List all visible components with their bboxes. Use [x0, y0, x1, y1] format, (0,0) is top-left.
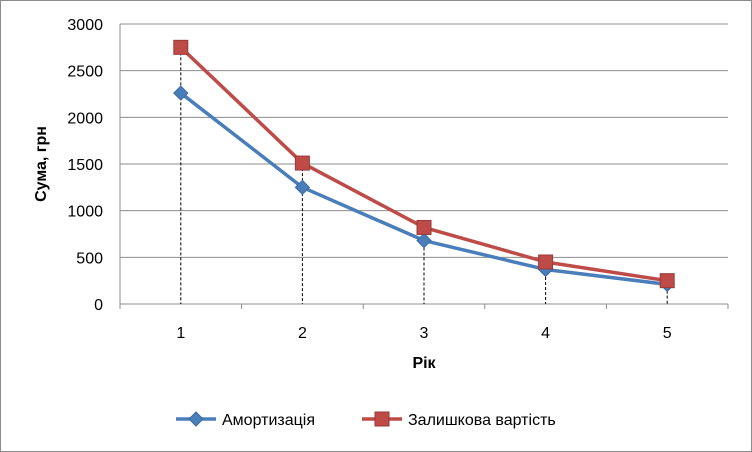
series-1 [173, 85, 675, 293]
x-tick-label: 1 [176, 325, 185, 342]
legend-item: Залишкова вартість [362, 411, 556, 429]
series-marker-square [173, 39, 189, 55]
y-tick-label: 2500 [67, 64, 103, 81]
series-marker-square [416, 219, 432, 235]
y-axis-ticks: 0 500 1000 1500 2000 2500 3000 [67, 17, 103, 314]
legend-label: Амортизація [222, 412, 315, 429]
legend-label: Залишкова вартість [408, 412, 556, 429]
y-axis-title: Сума, грн [33, 126, 50, 202]
x-tick-label: 3 [420, 325, 429, 342]
drop-lines [180, 47, 668, 304]
x-tick-label: 2 [298, 325, 307, 342]
series-2 [173, 39, 675, 289]
legend-item: Амортизація [176, 411, 315, 429]
y-tick-label: 500 [76, 250, 103, 267]
y-tick-label: 1500 [67, 157, 103, 174]
y-tick-label: 2000 [67, 110, 103, 127]
gridlines [119, 23, 728, 305]
x-tick-label: 4 [541, 325, 550, 342]
x-axis-ticks: 1 2 3 4 5 [119, 304, 729, 342]
y-tick-label: 0 [94, 297, 103, 314]
series-marker-square [538, 254, 554, 270]
series-marker-diamond [173, 85, 189, 101]
series-marker-diamond [188, 411, 204, 427]
legend: Амортизація Залишкова вартість [176, 411, 556, 429]
series-marker-diamond [416, 232, 432, 249]
y-tick-label: 3000 [67, 17, 103, 34]
x-axis-title: Рік [412, 355, 436, 372]
series-marker-square [294, 155, 310, 171]
series-group [173, 39, 675, 293]
series-marker-square [374, 411, 390, 427]
series-line [179, 91, 668, 287]
series-marker-diamond [294, 179, 311, 196]
y-tick-label: 1000 [67, 204, 103, 221]
x-tick-label: 5 [663, 325, 672, 342]
series-marker-square [659, 273, 675, 289]
